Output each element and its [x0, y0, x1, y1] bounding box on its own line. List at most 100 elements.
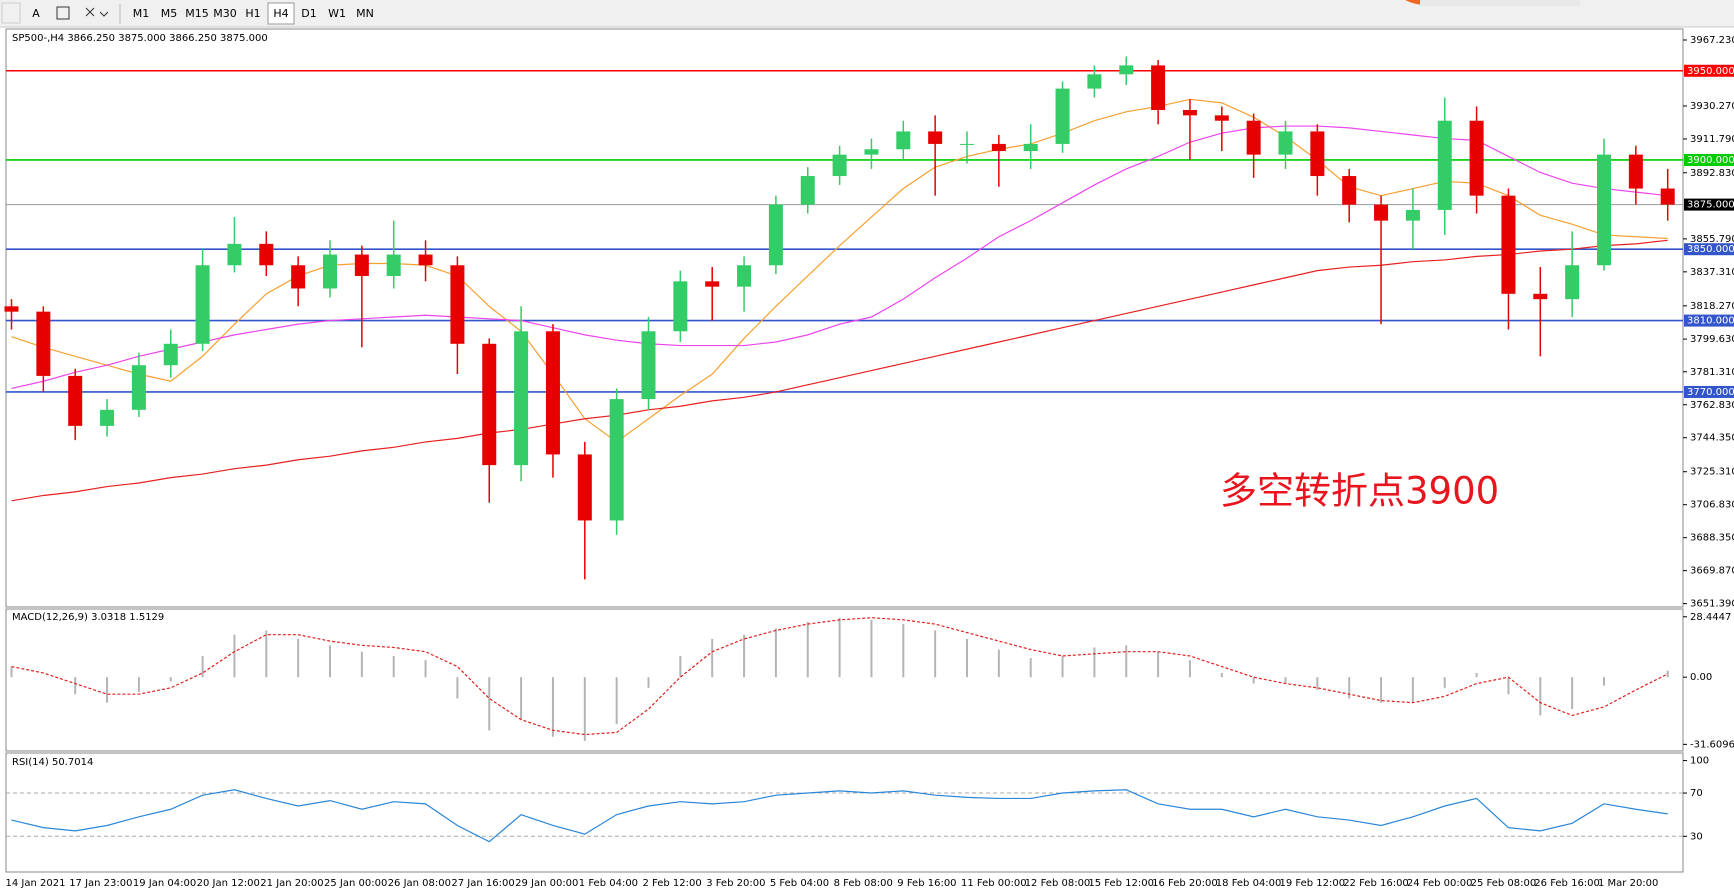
candle-body	[1023, 143, 1038, 152]
candle-body	[1405, 209, 1420, 221]
y-tick-label: -31.6096	[1690, 739, 1734, 750]
y-tick-label: 70	[1690, 788, 1703, 799]
candle-body	[163, 343, 178, 366]
moving-average	[11, 98, 1668, 443]
x-tick-label: 14 Jan 2021	[6, 878, 66, 889]
candle-body	[259, 243, 274, 266]
x-tick-label: 24 Feb 00:00	[1407, 878, 1473, 889]
candle-body	[1501, 195, 1516, 294]
timeframe-button[interactable]: D1	[301, 7, 316, 20]
timeframe-button[interactable]: M1	[133, 7, 150, 20]
y-tick-label: 3818.270	[1690, 301, 1734, 312]
candle-body	[386, 254, 401, 276]
candle-body	[131, 365, 146, 410]
x-tick-label: 27 Jan 16:00	[451, 878, 514, 889]
candle-body	[100, 409, 115, 426]
x-tick-label: 20 Jan 12:00	[197, 878, 260, 889]
candle-body	[896, 131, 911, 150]
macd-title: MACD(12,26,9) 3.0318 1.5129	[12, 612, 164, 623]
logo-bar	[1420, 0, 1580, 6]
font-button[interactable]: A	[32, 7, 40, 20]
active-timeframe	[267, 2, 295, 25]
x-tick-label: 17 Jan 23:00	[69, 878, 132, 889]
candle-body	[1182, 110, 1197, 116]
y-tick-label: 100	[1690, 756, 1709, 767]
candle-body	[705, 281, 720, 287]
candle-body	[36, 311, 51, 376]
moving-average	[11, 125, 1668, 389]
main-title: SP500-,H4 3866.250 3875.000 3866.250 387…	[12, 33, 268, 44]
candle-body	[1055, 88, 1070, 144]
panel-frame	[5, 28, 1684, 608]
candle-body	[577, 454, 592, 521]
candle-body	[1246, 120, 1261, 155]
level-label: 3900.000	[1687, 155, 1734, 166]
y-tick-label: 3967.230	[1690, 35, 1734, 46]
x-tick-label: 11 Feb 00:00	[961, 878, 1027, 889]
menu-icon[interactable]	[1, 2, 21, 24]
candle-body	[450, 265, 465, 344]
y-tick-label: 3725.310	[1690, 467, 1734, 478]
x-tick-label: 29 Jan 00:00	[515, 878, 578, 889]
x-tick-label: 25 Jan 00:00	[324, 878, 387, 889]
candle-body	[960, 143, 974, 145]
candle-body	[1151, 65, 1166, 111]
x-tick-label: 25 Feb 08:00	[1471, 878, 1537, 889]
y-tick-label: 3930.270	[1690, 101, 1734, 112]
timeframe-button[interactable]: M30	[213, 7, 237, 20]
candle-body	[641, 331, 656, 400]
x-tick-label: 21 Jan 20:00	[260, 878, 323, 889]
y-tick-label: 3855.790	[1690, 234, 1734, 245]
x-tick-label: 19 Jan 04:00	[133, 878, 196, 889]
timeframe-button[interactable]: MN	[356, 7, 374, 20]
y-tick-label: 3688.350	[1690, 533, 1734, 544]
x-tick-label: 2 Feb 12:00	[643, 878, 702, 889]
candle-body	[354, 254, 369, 276]
y-tick-label: 30	[1690, 831, 1703, 842]
moving-average	[11, 239, 1668, 502]
candle-body	[768, 204, 783, 266]
candle-body	[991, 143, 1006, 152]
candle-body	[673, 281, 688, 332]
level-label-box	[1684, 64, 1734, 77]
y-tick-label: 3799.630	[1690, 334, 1734, 345]
candle-body	[68, 375, 83, 426]
candle-body	[1278, 131, 1293, 155]
x-tick-label: 19 Feb 12:00	[1280, 878, 1346, 889]
candle-body	[1342, 176, 1357, 205]
level-label-box	[1684, 153, 1734, 166]
rsi-line	[11, 789, 1668, 843]
candle-body	[1214, 115, 1229, 121]
level-label-box	[1684, 198, 1734, 211]
y-tick-label: 3669.870	[1690, 566, 1734, 577]
x-tick-label: 26 Jan 08:00	[388, 878, 451, 889]
timeframe-button[interactable]: M15	[185, 7, 209, 20]
candle-body	[418, 254, 433, 266]
y-tick-label: 3762.830	[1690, 400, 1734, 411]
level-label-box	[1684, 243, 1734, 256]
candle-body	[1119, 65, 1134, 75]
annotation: 多空转折点3900	[1220, 470, 1499, 513]
timeframe-button[interactable]: M5	[161, 7, 178, 20]
level-label-box	[1684, 314, 1734, 327]
text-tool[interactable]	[56, 6, 70, 20]
x-tick-label: 16 Feb 20:00	[1152, 878, 1218, 889]
x-tick-label: 12 Feb 08:00	[1025, 878, 1091, 889]
timeframe-button[interactable]: W1	[328, 7, 346, 20]
timeframe-button[interactable]: H4	[273, 7, 288, 20]
level-label-box	[1684, 385, 1734, 398]
x-tick-label: 15 Feb 12:00	[1088, 878, 1154, 889]
y-tick-label: 0.00	[1690, 672, 1712, 683]
objects-tool[interactable]	[85, 7, 109, 17]
candle-body	[1628, 154, 1643, 189]
timeframe-button[interactable]: H1	[245, 7, 260, 20]
y-tick-label: 3706.830	[1690, 500, 1734, 511]
level-label: 3875.000	[1687, 200, 1734, 211]
level-label: 3850.000	[1687, 244, 1734, 255]
candle-body	[832, 154, 847, 177]
candle-body	[800, 176, 815, 205]
candle-body	[1565, 265, 1580, 300]
rsi-title: RSI(14) 50.7014	[12, 757, 93, 768]
y-tick-label: 28.4447	[1690, 612, 1731, 623]
